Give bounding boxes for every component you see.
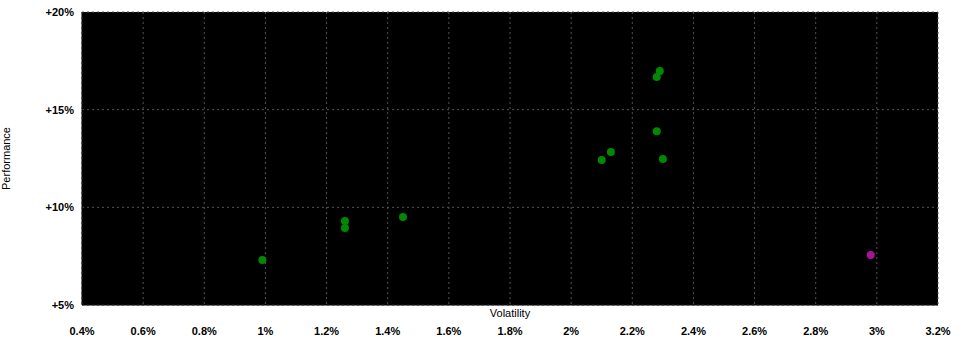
svg-text:0.6%: 0.6%: [131, 325, 156, 337]
svg-text:1.6%: 1.6%: [436, 325, 461, 337]
svg-text:+5%: +5%: [52, 299, 75, 311]
svg-text:+10%: +10%: [46, 201, 75, 213]
svg-text:1.4%: 1.4%: [375, 325, 400, 337]
svg-text:2.2%: 2.2%: [620, 325, 645, 337]
svg-text:2.4%: 2.4%: [681, 325, 706, 337]
svg-text:+20%: +20%: [46, 6, 75, 18]
svg-text:1.2%: 1.2%: [314, 325, 339, 337]
svg-text:+15%: +15%: [46, 104, 75, 116]
svg-text:2.6%: 2.6%: [742, 325, 767, 337]
svg-text:1%: 1%: [257, 325, 273, 337]
svg-text:0.4%: 0.4%: [69, 325, 94, 337]
svg-text:Volatility: Volatility: [490, 307, 531, 319]
svg-text:Performance: Performance: [8, 127, 12, 190]
svg-text:3.2%: 3.2%: [925, 325, 950, 337]
svg-text:1.8%: 1.8%: [497, 325, 522, 337]
svg-text:0.8%: 0.8%: [192, 325, 217, 337]
svg-text:2.8%: 2.8%: [803, 325, 828, 337]
svg-text:3%: 3%: [869, 325, 885, 337]
svg-text:2%: 2%: [563, 325, 579, 337]
